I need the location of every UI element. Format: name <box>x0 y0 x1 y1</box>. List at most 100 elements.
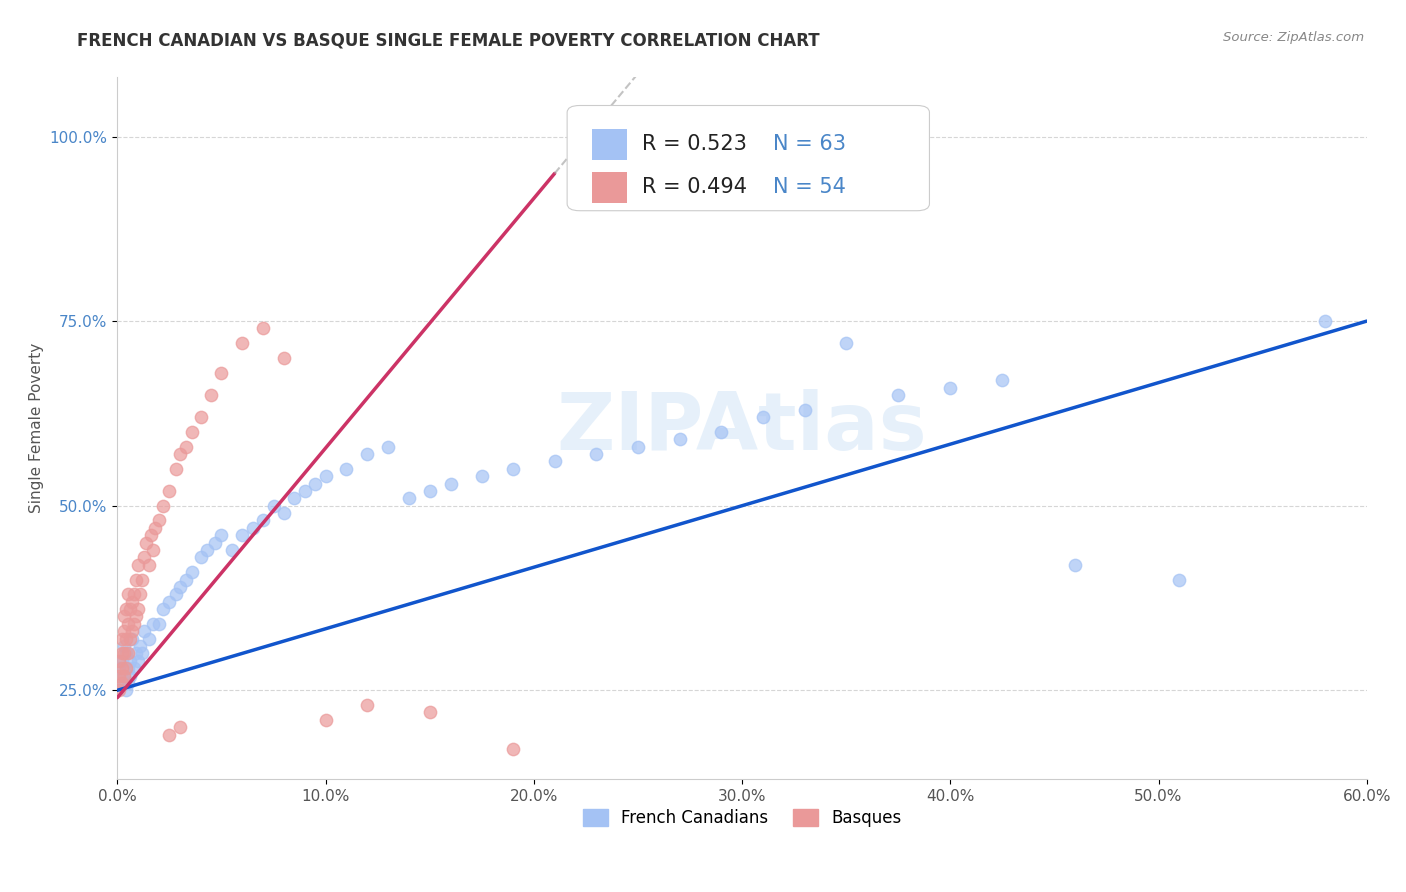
Point <box>152 499 174 513</box>
Point <box>273 351 295 365</box>
Point <box>502 742 524 756</box>
Point <box>142 616 165 631</box>
Point <box>1313 314 1336 328</box>
Point <box>127 654 149 668</box>
Point <box>122 587 145 601</box>
Point <box>121 624 143 639</box>
Point <box>125 609 148 624</box>
Point <box>502 462 524 476</box>
Legend: French Canadians, Basques: French Canadians, Basques <box>576 802 908 834</box>
Point <box>135 535 157 549</box>
Point <box>174 573 197 587</box>
Point <box>138 632 160 646</box>
Point <box>157 595 180 609</box>
Text: R = 0.494: R = 0.494 <box>643 178 747 197</box>
Point <box>252 513 274 527</box>
Point <box>143 521 166 535</box>
Point <box>118 602 141 616</box>
Point <box>398 491 420 506</box>
Point <box>793 402 815 417</box>
Point <box>543 454 565 468</box>
Point <box>195 543 218 558</box>
Point <box>131 573 153 587</box>
Point <box>835 336 858 351</box>
Point <box>471 469 494 483</box>
Point <box>129 639 152 653</box>
Point <box>211 528 233 542</box>
Bar <box>592 128 627 161</box>
Point <box>129 587 152 601</box>
Point <box>112 668 135 682</box>
Point <box>169 447 191 461</box>
Point <box>263 499 285 513</box>
Point <box>110 632 132 646</box>
Y-axis label: Single Female Poverty: Single Female Poverty <box>30 343 44 513</box>
Point <box>710 425 733 439</box>
Point <box>117 616 139 631</box>
Point <box>131 647 153 661</box>
Point <box>668 432 690 446</box>
Point <box>221 543 243 558</box>
Point <box>585 447 607 461</box>
Point <box>419 706 441 720</box>
Point <box>134 624 156 639</box>
Point <box>252 321 274 335</box>
Point <box>356 698 378 712</box>
Point <box>204 535 226 549</box>
Point <box>110 654 132 668</box>
Point <box>108 661 131 675</box>
Point <box>211 366 233 380</box>
Point <box>190 550 212 565</box>
Point <box>142 543 165 558</box>
Point <box>169 580 191 594</box>
Point <box>169 720 191 734</box>
Point <box>138 558 160 572</box>
Point <box>165 587 187 601</box>
Point <box>112 624 135 639</box>
Point <box>112 668 135 682</box>
Point <box>1064 558 1087 572</box>
Point <box>127 602 149 616</box>
Point <box>439 476 461 491</box>
Point <box>157 483 180 498</box>
Point <box>108 654 131 668</box>
Point <box>110 676 132 690</box>
Point <box>108 683 131 698</box>
Point <box>1168 573 1191 587</box>
Point <box>887 388 910 402</box>
Point <box>117 587 139 601</box>
Point <box>114 661 136 675</box>
Point <box>114 632 136 646</box>
Point <box>114 683 136 698</box>
Point <box>118 668 141 682</box>
Point <box>174 440 197 454</box>
Point <box>242 521 264 535</box>
Point <box>181 425 204 439</box>
Point <box>157 728 180 742</box>
Point <box>356 447 378 461</box>
Point <box>335 462 357 476</box>
Point <box>165 462 187 476</box>
Point <box>231 336 253 351</box>
Point <box>110 661 132 675</box>
Point <box>122 616 145 631</box>
Point <box>118 654 141 668</box>
Text: Source: ZipAtlas.com: Source: ZipAtlas.com <box>1223 31 1364 45</box>
Point <box>627 440 650 454</box>
Bar <box>592 171 627 203</box>
Point <box>315 713 337 727</box>
Point <box>112 647 135 661</box>
Text: FRENCH CANADIAN VS BASQUE SINGLE FEMALE POVERTY CORRELATION CHART: FRENCH CANADIAN VS BASQUE SINGLE FEMALE … <box>77 31 820 49</box>
Point <box>121 632 143 646</box>
Point <box>110 647 132 661</box>
Point <box>117 661 139 675</box>
Point <box>122 661 145 675</box>
Text: N = 63: N = 63 <box>773 135 846 154</box>
Point <box>181 565 204 579</box>
Point <box>939 380 962 394</box>
Point <box>110 676 132 690</box>
Point <box>200 388 222 402</box>
Text: R = 0.523: R = 0.523 <box>643 135 747 154</box>
Point <box>139 528 162 542</box>
Point <box>377 440 399 454</box>
